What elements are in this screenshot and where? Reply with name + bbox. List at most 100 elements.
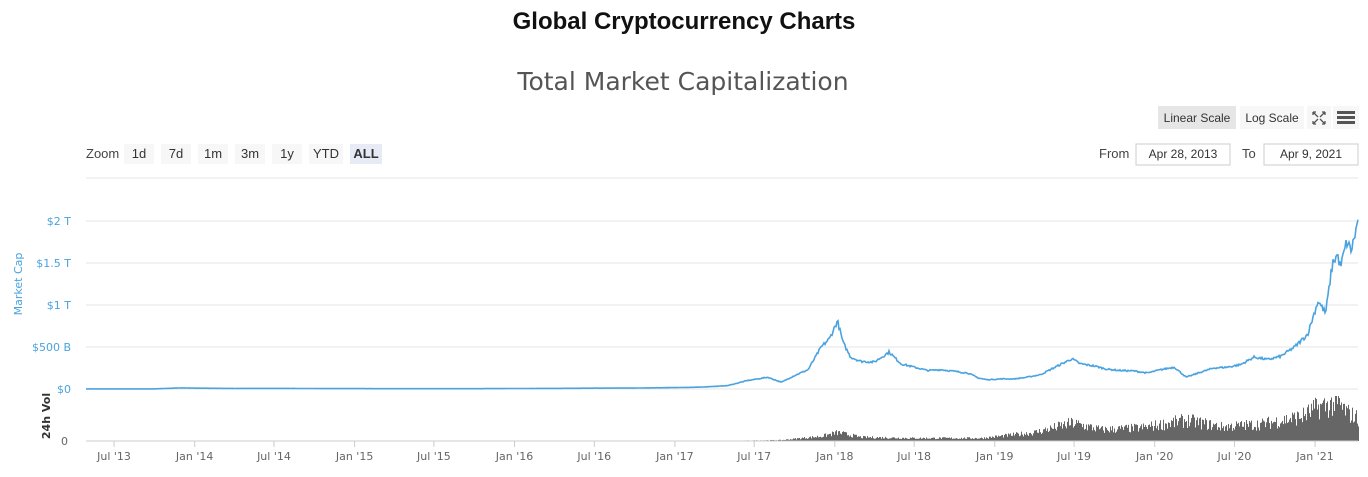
zoom-button-1d[interactable]: 1d <box>124 144 154 164</box>
volume-bar <box>810 436 811 441</box>
volume-bar <box>1108 431 1109 441</box>
volume-bar <box>1010 433 1011 441</box>
volume-bar <box>1119 426 1120 441</box>
volume-bar <box>797 438 798 441</box>
volume-bar <box>1213 423 1214 441</box>
fullscreen-icon[interactable] <box>1307 106 1331 129</box>
volume-bar <box>865 436 866 441</box>
volume-bar <box>1120 428 1121 441</box>
volume-bar <box>789 439 790 441</box>
volume-bar <box>1305 414 1306 441</box>
volume-bar <box>1322 402 1323 441</box>
volume-bar <box>1064 421 1065 441</box>
volume-bar <box>866 438 867 441</box>
volume-bar <box>1153 430 1154 441</box>
zoom-button-ytd[interactable]: YTD <box>309 144 343 164</box>
volume-bar <box>1334 410 1335 441</box>
log-scale-label: Log Scale <box>1245 111 1299 125</box>
volume-bar <box>1313 399 1314 441</box>
volume-bar <box>1095 431 1096 441</box>
hamburger-menu-icon[interactable] <box>1333 106 1359 129</box>
zoom-button-all[interactable]: ALL <box>350 144 382 164</box>
volume-bar <box>963 438 964 441</box>
volume-bar <box>1076 419 1077 441</box>
volume-bar <box>1110 426 1111 441</box>
from-date-value: Apr 28, 2013 <box>1149 147 1218 161</box>
log-scale-button[interactable]: Log Scale <box>1240 106 1304 129</box>
volume-bar <box>1156 428 1157 441</box>
volume-bar <box>1177 425 1178 441</box>
to-date-input[interactable]: Apr 9, 2021 <box>1263 143 1359 166</box>
volume-bar <box>1112 426 1113 441</box>
volume-bar <box>1301 417 1302 441</box>
volume-bar <box>1308 404 1309 441</box>
volume-bar <box>1312 410 1313 441</box>
volume-bar <box>1035 430 1036 441</box>
volume-bar <box>1054 423 1055 441</box>
volume-bar <box>1190 422 1191 441</box>
volume-bar <box>1306 420 1307 441</box>
volume-bar <box>899 438 900 441</box>
volume-bar <box>991 437 992 441</box>
from-date-input[interactable]: Apr 28, 2013 <box>1135 143 1231 166</box>
volume-bar <box>858 436 859 441</box>
volume-bar <box>1146 426 1147 441</box>
volume-bar <box>1176 419 1177 441</box>
volume-bar <box>953 438 954 441</box>
volume-bar <box>1217 429 1218 441</box>
volume-bar <box>889 438 890 441</box>
page-title: Global Cryptocurrency Charts <box>512 8 856 35</box>
volume-bar <box>821 437 822 441</box>
volume-bar <box>1220 430 1221 441</box>
volume-bar <box>859 436 860 441</box>
x-tick-label: Jan '20 <box>1135 450 1173 463</box>
volume-bar <box>808 438 809 441</box>
volume-bar <box>961 437 962 441</box>
volume-bar <box>871 438 872 441</box>
volume-bar <box>1234 429 1235 441</box>
volume-bar <box>1107 429 1108 441</box>
volume-bar <box>954 438 955 441</box>
volume-bar <box>1025 434 1026 441</box>
volume-bar <box>1214 424 1215 441</box>
volume-bar <box>1081 423 1082 441</box>
volume-bar <box>1134 423 1135 441</box>
volume-bar <box>853 433 854 441</box>
volume-bar <box>1027 434 1028 441</box>
zoom-button-1y[interactable]: 1y <box>272 144 302 164</box>
volume-bar <box>835 431 836 441</box>
volume-bar <box>999 436 1000 441</box>
volume-bar <box>793 438 794 441</box>
volume-bar <box>1241 421 1242 441</box>
volume-bar <box>1122 427 1123 441</box>
volume-bar <box>1006 434 1007 441</box>
volume-bar <box>1163 419 1164 441</box>
volume-bar <box>978 438 979 441</box>
linear-scale-button[interactable]: Linear Scale <box>1158 106 1236 129</box>
volume-bar <box>857 437 858 441</box>
volume-bar <box>1128 424 1129 441</box>
volume-bar <box>1248 426 1249 441</box>
volume-bar <box>911 438 912 441</box>
volume-bar <box>1061 422 1062 441</box>
volume-bar <box>1254 426 1255 441</box>
volume-bar <box>989 436 990 441</box>
volume-bar <box>1180 417 1181 441</box>
volume-bar <box>875 438 876 441</box>
zoom-button-1m[interactable]: 1m <box>198 144 228 164</box>
volume-bar <box>983 439 984 441</box>
volume-bar <box>1235 426 1236 441</box>
volume-bar <box>1181 414 1182 441</box>
volume-bar <box>1089 425 1090 441</box>
volume-bar <box>812 436 813 441</box>
volume-bar <box>1085 428 1086 441</box>
volume-bar <box>1259 430 1260 441</box>
volume-bar <box>1255 427 1256 441</box>
volume-bar <box>1197 417 1198 441</box>
volume-bar <box>996 435 997 441</box>
zoom-button-7d[interactable]: 7d <box>161 144 191 164</box>
volume-bar <box>1338 396 1339 441</box>
volume-bar <box>939 437 940 441</box>
volume-bar <box>1233 428 1234 441</box>
zoom-button-3m[interactable]: 3m <box>235 144 265 164</box>
